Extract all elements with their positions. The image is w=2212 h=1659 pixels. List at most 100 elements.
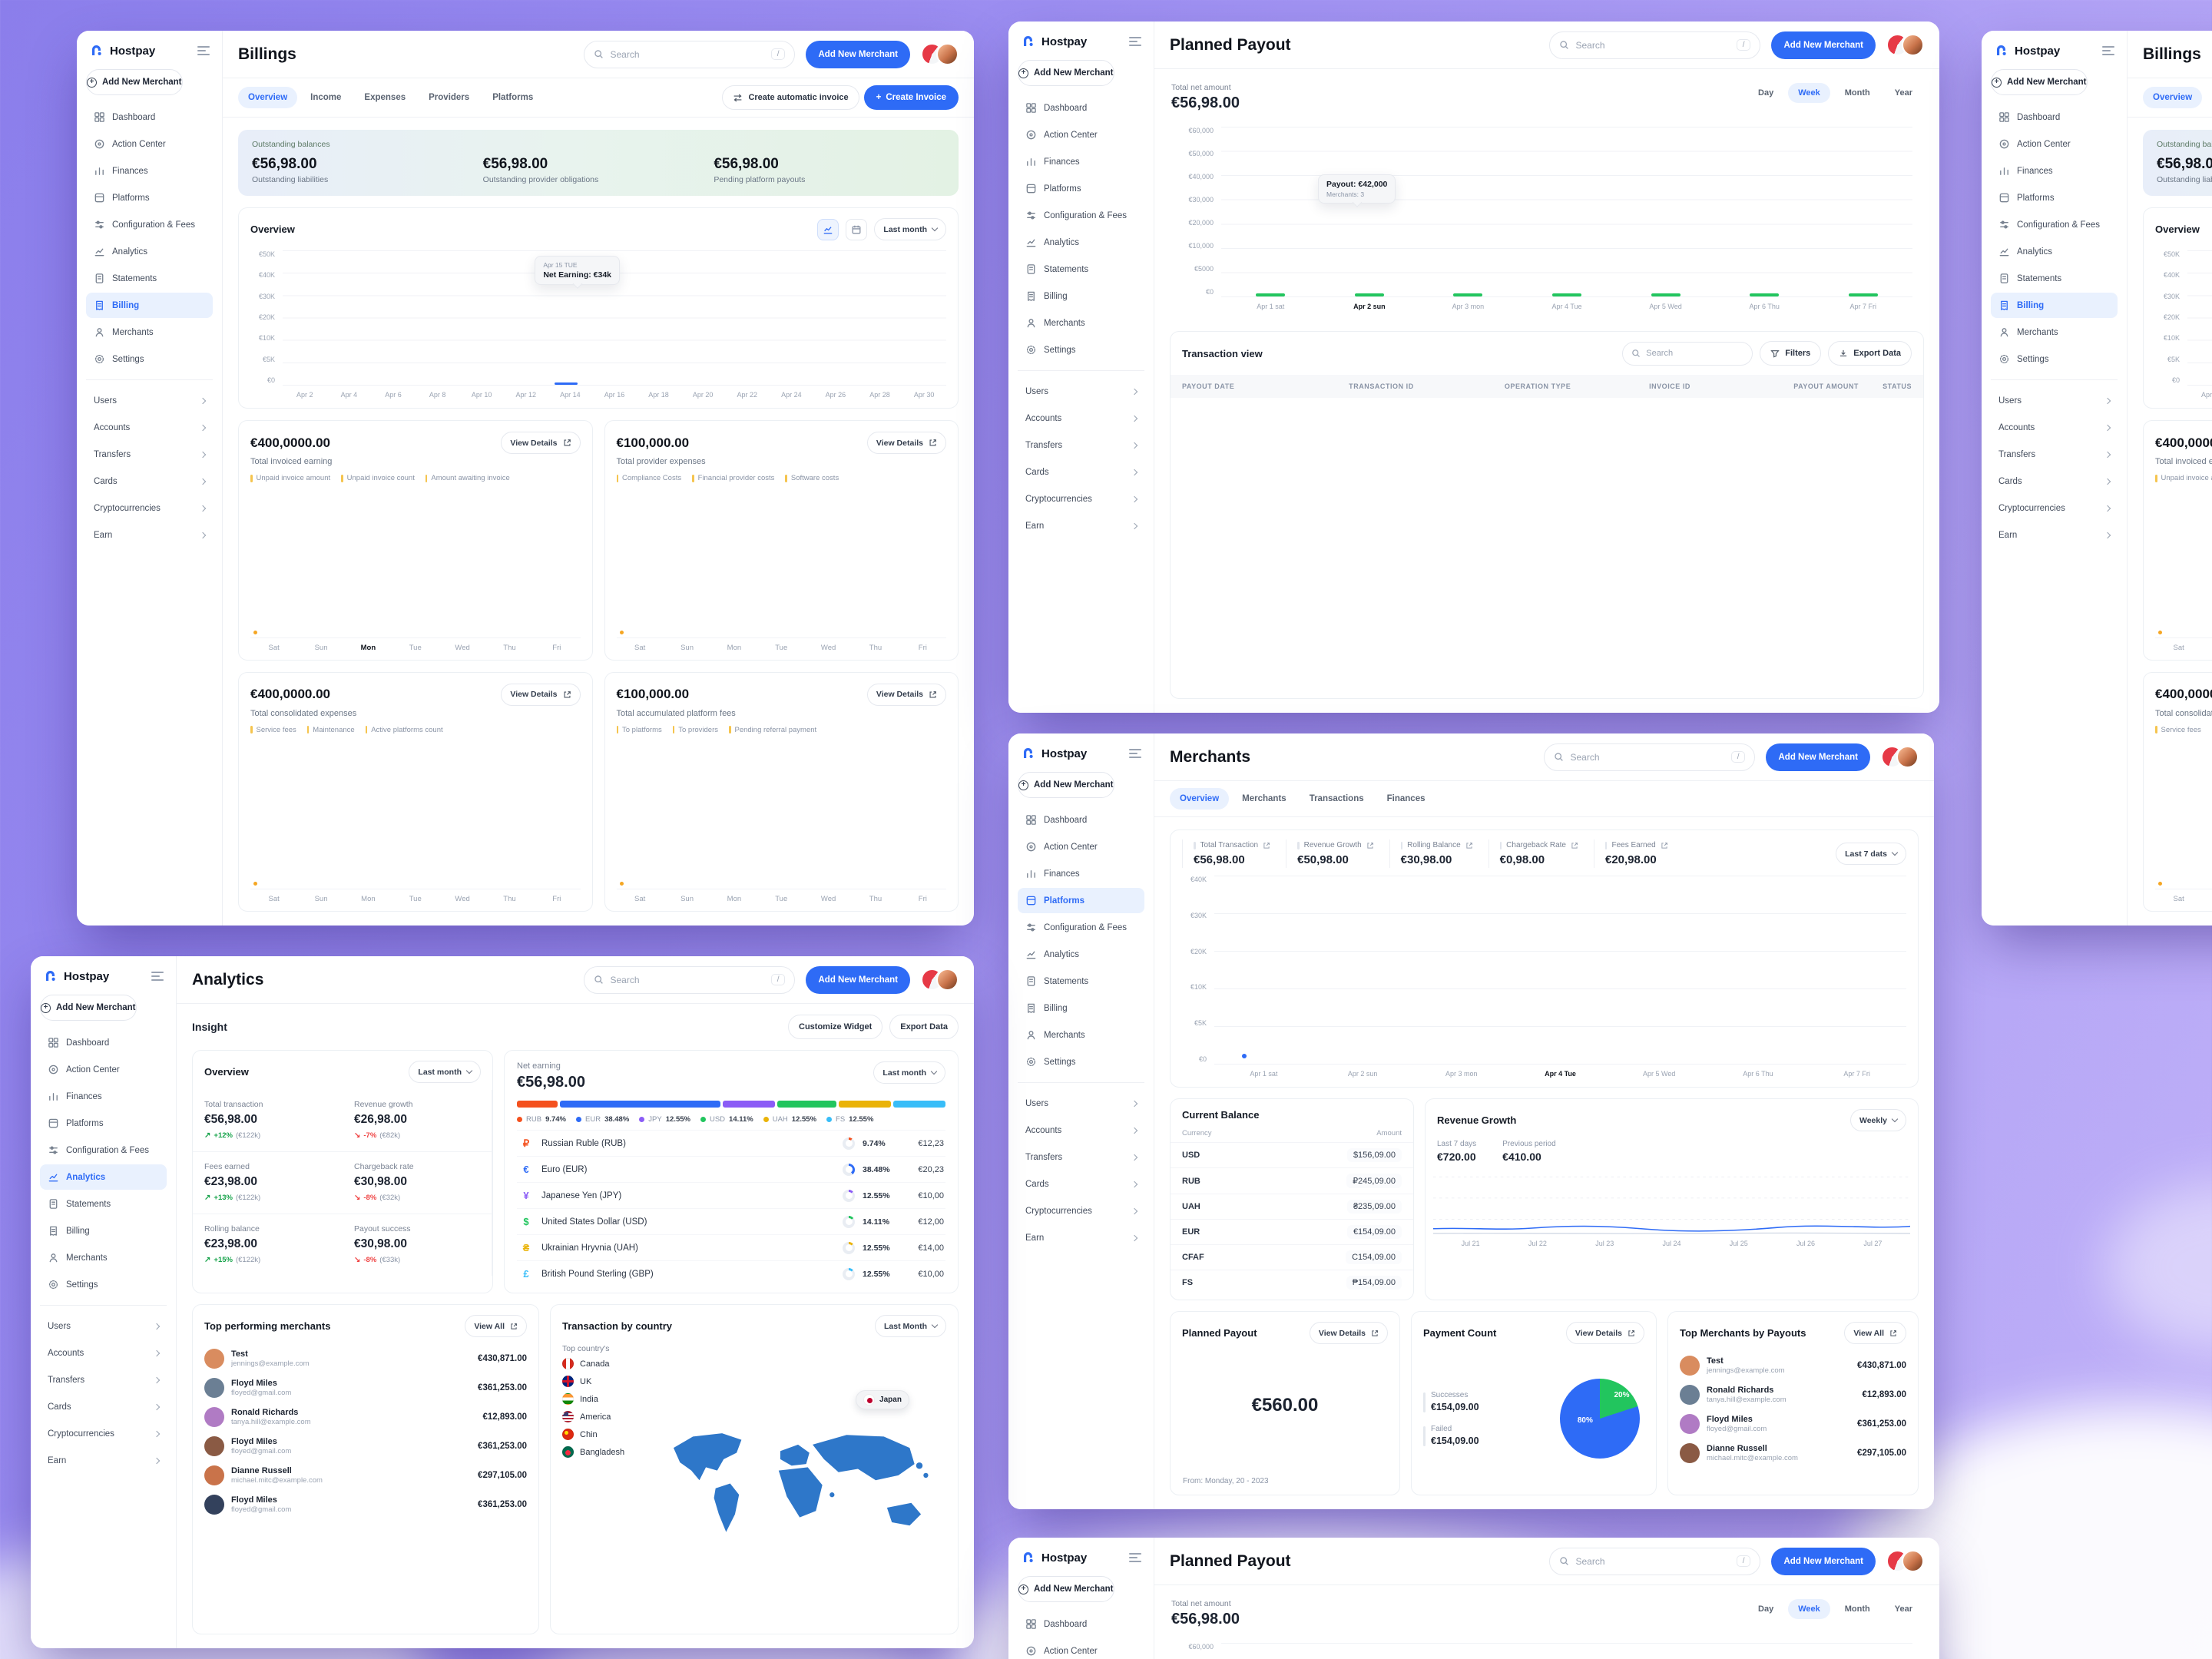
sidebar-item[interactable]: Action Center — [86, 131, 213, 157]
sidebar-item[interactable]: Configuration & Fees — [86, 212, 213, 237]
tab[interactable]: Overview — [238, 87, 298, 108]
sidebar-item[interactable]: Configuration & Fees — [40, 1137, 167, 1163]
sidebar-collapse-icon[interactable] — [1129, 749, 1141, 758]
view-details-button[interactable]: View Details — [501, 683, 581, 706]
search-field[interactable] — [1570, 751, 1725, 763]
merchant-row[interactable]: Test jennings@example.com €430,871.00 — [203, 1344, 528, 1373]
country-item[interactable]: India — [562, 1393, 653, 1405]
sidebar-item[interactable]: Platforms — [1018, 176, 1144, 201]
sidebar-item[interactable]: Dashboard — [1991, 104, 2118, 130]
sidebar-item[interactable]: Cryptocurrencies — [1018, 1198, 1144, 1224]
search-input[interactable]: / — [1544, 743, 1756, 771]
transaction-search-field[interactable] — [1646, 349, 1744, 358]
sidebar-item[interactable]: Finances — [86, 158, 213, 184]
sidebar-item[interactable]: Transfers — [86, 442, 213, 467]
sidebar-item[interactable]: Users — [1018, 379, 1144, 404]
add-new-merchant-button[interactable]: Add New Merchant — [806, 40, 910, 68]
view-details-button[interactable]: View Details — [1309, 1322, 1388, 1344]
tab[interactable]: Merchants — [1232, 788, 1296, 810]
sidebar-item[interactable]: Analytics — [40, 1164, 167, 1190]
sidebar-item[interactable]: Transfers — [40, 1367, 167, 1392]
tab[interactable]: Finances — [1377, 788, 1435, 810]
sidebar-item[interactable]: Action Center — [1991, 131, 2118, 157]
create-invoice-button[interactable]: + Create Invoice — [863, 85, 959, 110]
sidebar-item[interactable]: Accounts — [1018, 1118, 1144, 1143]
sidebar-item[interactable]: Platforms — [1991, 185, 2118, 210]
sidebar-item[interactable]: Statements — [40, 1191, 167, 1217]
sidebar-add-merchant-button[interactable]: Add New Merchant — [1991, 69, 2088, 95]
sidebar-item[interactable]: Dashboard — [1018, 1611, 1144, 1637]
sidebar-item[interactable]: Transfers — [1018, 432, 1144, 458]
merchant-row[interactable]: Dianne Russell michael.mitc@example.com … — [203, 1461, 528, 1490]
sidebar-item[interactable]: Statements — [1018, 969, 1144, 994]
sidebar-item[interactable]: Transfers — [1991, 442, 2118, 467]
search-input[interactable]: / — [584, 965, 796, 994]
sidebar-item[interactable]: Action Center — [1018, 122, 1144, 147]
add-new-merchant-button[interactable]: Add New Merchant — [1771, 1547, 1876, 1575]
create-automatic-invoice-button[interactable]: Create automatic invoice — [722, 85, 859, 110]
merchant-row[interactable]: Dianne Russell michael.mitc@example.com … — [1678, 1439, 1908, 1468]
tab[interactable]: Income — [300, 87, 351, 108]
sidebar-item[interactable]: Configuration & Fees — [1018, 203, 1144, 228]
sidebar-item[interactable]: Settings — [1018, 337, 1144, 363]
external-link-icon[interactable] — [1661, 842, 1668, 849]
sidebar-item[interactable]: Merchants — [1018, 310, 1144, 336]
map-marker-japan[interactable]: Japan — [856, 1389, 909, 1409]
sidebar-item[interactable]: Analytics — [86, 239, 213, 264]
merchant-row[interactable]: Ronald Richards tanya.hill@example.com €… — [1678, 1380, 1908, 1409]
sidebar-add-merchant-button[interactable]: Add New Merchant — [86, 69, 183, 95]
user-avatar[interactable] — [1896, 746, 1919, 768]
sidebar-item[interactable]: Billing — [40, 1218, 167, 1243]
merchant-row[interactable]: Floyd Miles floyed@gmail.com €361,253.00 — [203, 1373, 528, 1402]
sidebar-item[interactable]: Earn — [1018, 513, 1144, 538]
sidebar-item[interactable]: Cards — [1018, 1171, 1144, 1197]
sidebar-item[interactable]: Configuration & Fees — [1018, 915, 1144, 940]
sidebar-item[interactable]: Billing — [1018, 995, 1144, 1021]
net-earning-range-select[interactable]: Last month — [873, 1061, 945, 1084]
sidebar-item[interactable]: Cards — [1018, 459, 1144, 485]
sidebar-item[interactable]: Billing — [1018, 283, 1144, 309]
sidebar-item[interactable]: Settings — [86, 346, 213, 372]
filters-button[interactable]: Filters — [1760, 341, 1822, 366]
merchant-row[interactable]: Floyd Miles floyed@gmail.com €361,253.00 — [203, 1432, 528, 1461]
sidebar-item[interactable]: Earn — [1991, 522, 2118, 548]
merchant-row[interactable]: Floyd Miles floyed@gmail.com €361,253.00 — [203, 1490, 528, 1519]
overview-range-select[interactable]: Last month — [874, 218, 946, 240]
tab[interactable]: Transactions — [1300, 788, 1374, 810]
transaction-search-input[interactable] — [1622, 341, 1753, 366]
range-button[interactable]: Week — [1788, 1599, 1830, 1619]
sidebar-item[interactable]: Finances — [1018, 149, 1144, 174]
sidebar-item[interactable]: Billing — [86, 293, 213, 318]
sidebar-add-merchant-button[interactable]: Add New Merchant — [1018, 60, 1114, 86]
sidebar-item[interactable]: Action Center — [1018, 1638, 1144, 1659]
customize-widget-button[interactable]: Customize Widget — [788, 1015, 883, 1039]
sidebar-item[interactable]: Cards — [1991, 469, 2118, 494]
sidebar-item[interactable]: Earn — [1018, 1225, 1144, 1250]
sidebar-item[interactable]: Settings — [1991, 346, 2118, 372]
sidebar-item[interactable]: Accounts — [1991, 415, 2118, 440]
sidebar-item[interactable]: Action Center — [40, 1057, 167, 1082]
add-new-merchant-button[interactable]: Add New Merchant — [1771, 31, 1876, 59]
external-link-icon[interactable] — [1571, 842, 1578, 849]
external-link-icon[interactable] — [1366, 842, 1374, 849]
sidebar-add-merchant-button[interactable]: Add New Merchant — [1018, 1576, 1114, 1602]
search-input[interactable]: / — [584, 40, 796, 68]
country-item[interactable]: America — [562, 1411, 653, 1422]
stats-range-select[interactable]: Last 7 dats — [1836, 843, 1906, 865]
search-field[interactable] — [610, 48, 765, 60]
sidebar-item[interactable]: Analytics — [1018, 230, 1144, 255]
range-button[interactable]: Month — [1835, 83, 1880, 103]
country-item[interactable]: Canada — [562, 1358, 653, 1369]
sidebar-item[interactable]: Finances — [1991, 158, 2118, 184]
sidebar-item[interactable]: Transfers — [1018, 1144, 1144, 1170]
sidebar-item[interactable]: Action Center — [1018, 834, 1144, 859]
sidebar-item[interactable]: Merchants — [40, 1245, 167, 1270]
sidebar-item[interactable]: Users — [1018, 1091, 1144, 1116]
sidebar-collapse-icon[interactable] — [2102, 46, 2114, 55]
export-data-button[interactable]: Export Data — [889, 1015, 959, 1039]
sidebar-item[interactable]: Accounts — [1018, 406, 1144, 431]
sidebar-item[interactable]: Cryptocurrencies — [1991, 495, 2118, 521]
merchant-row[interactable]: Test jennings@example.com €430,871.00 — [1678, 1351, 1908, 1380]
search-input[interactable]: / — [1549, 31, 1761, 59]
sidebar-item[interactable]: Merchants — [86, 320, 213, 345]
